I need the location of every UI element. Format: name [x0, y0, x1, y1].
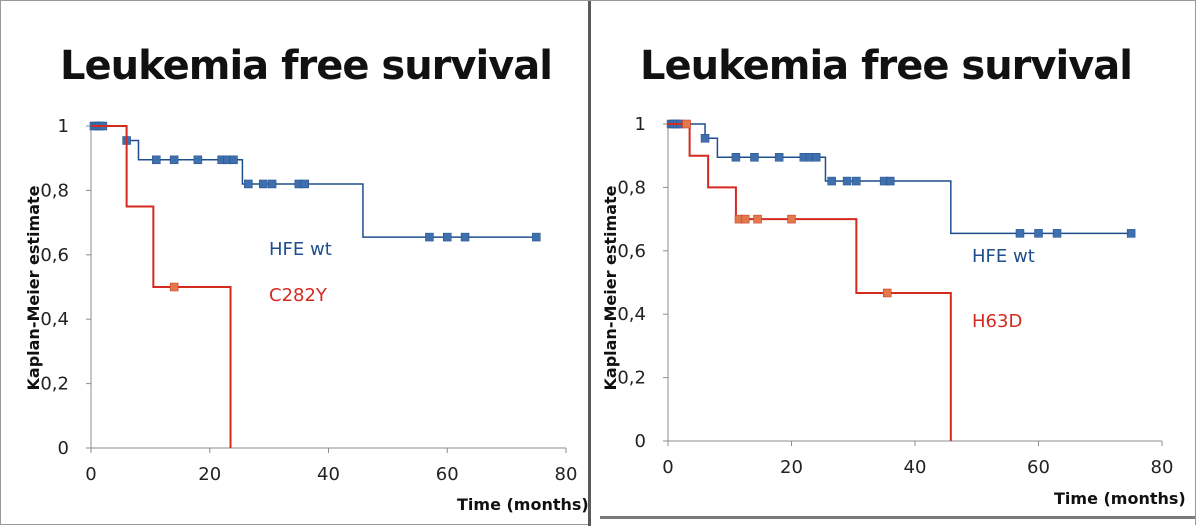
censor-marker — [882, 288, 892, 298]
censor-marker — [731, 153, 741, 162]
censor-marker — [682, 119, 691, 129]
censor-marker — [811, 153, 821, 162]
y-tick-label: 1 — [635, 114, 646, 135]
censor-marker — [267, 179, 277, 189]
x-tick-label: 80 — [555, 464, 578, 485]
censor-marker — [753, 214, 762, 224]
x-axis-label: Time (months) — [1054, 489, 1186, 508]
censor-marker — [1034, 229, 1043, 238]
y-axis-label: Kaplan-Meier estimate — [601, 185, 620, 390]
km-chart-right: Leukemia free survival 0 0,2 0,4 0,6 0,8 1 0 20 4… — [601, 43, 1186, 508]
x-tick-label: 20 — [198, 464, 221, 485]
censor-marker — [1052, 229, 1062, 238]
y-tick-label: 0 — [58, 438, 69, 459]
censor-marker — [774, 153, 784, 162]
x-axis-label: Time (months) — [457, 495, 589, 514]
x-tick-label: 0 — [85, 464, 96, 485]
censor-marker — [169, 155, 179, 165]
censor-marker — [152, 155, 161, 165]
censor-marker — [886, 176, 895, 186]
censor-marker — [532, 232, 541, 242]
y-tick-label: 1 — [58, 116, 69, 137]
x-tick-label: 60 — [436, 464, 459, 485]
censor-marker — [700, 134, 710, 143]
y-tick-label: 0,8 — [617, 177, 646, 198]
chart-panel-right: Leukemia free survival 0 0,2 0,4 0,6 0,8 1 0 20 4… — [588, 0, 1196, 526]
censor-marker — [193, 155, 203, 165]
censor-marker — [1126, 229, 1136, 238]
censor-marker — [750, 153, 759, 162]
x-tick-label: 40 — [317, 464, 340, 485]
censor-marker — [827, 176, 836, 186]
y-tick-label: 0,2 — [617, 368, 646, 389]
censor-marker — [229, 155, 238, 165]
x-tick-label: 40 — [904, 457, 927, 478]
series-label-c282y: C282Y — [269, 285, 328, 306]
censor-marker — [244, 179, 253, 189]
x-tick-label: 0 — [662, 457, 673, 478]
censor-marker — [842, 176, 852, 186]
series-label-h63d: H63D — [972, 311, 1022, 332]
chart-title: Leukemia free survival — [640, 43, 1132, 89]
chart-panel-left: Leukemia free survival 0 0,2 0,4 0,6 0,8 1 0 20 4… — [0, 0, 590, 525]
x-tick-label: 60 — [1027, 457, 1050, 478]
y-tick-label: 0,8 — [40, 180, 69, 201]
censor-marker — [300, 179, 309, 189]
y-tick-label: 0,2 — [40, 374, 69, 395]
y-tick-label: 0 — [635, 431, 646, 452]
km-step-line-c282y — [91, 125, 232, 448]
km-step-line-hfe-wt — [668, 123, 1132, 235]
censor-marker — [1015, 229, 1025, 238]
km-step-line-hfe-wt — [91, 125, 537, 238]
censor-marker — [425, 232, 434, 242]
y-tick-label: 0,4 — [40, 309, 69, 330]
km-step-line-h63d — [668, 123, 952, 441]
censor-marker — [169, 282, 179, 292]
censor-marker — [460, 232, 470, 242]
series-label-hfe-wt: HFE wt — [269, 239, 332, 260]
censor-marker — [443, 232, 452, 242]
y-tick-label: 0,6 — [617, 241, 646, 262]
censor-marker — [258, 179, 268, 189]
chart-title: Leukemia free survival — [60, 43, 552, 89]
x-tick-label: 80 — [1151, 457, 1174, 478]
censor-marker — [852, 176, 861, 186]
y-tick-label: 0,6 — [40, 245, 69, 266]
x-tick-label: 20 — [780, 457, 803, 478]
series-label-hfe-wt: HFE wt — [972, 246, 1035, 267]
y-tick-label: 0,4 — [617, 304, 646, 325]
km-chart-left: Leukemia free survival 0 0,2 0,4 0,6 0,8 1 0 20 4… — [24, 43, 589, 514]
y-axis-label: Kaplan-Meier estimate — [24, 185, 43, 390]
censor-marker — [740, 214, 750, 224]
censor-marker — [787, 214, 796, 224]
